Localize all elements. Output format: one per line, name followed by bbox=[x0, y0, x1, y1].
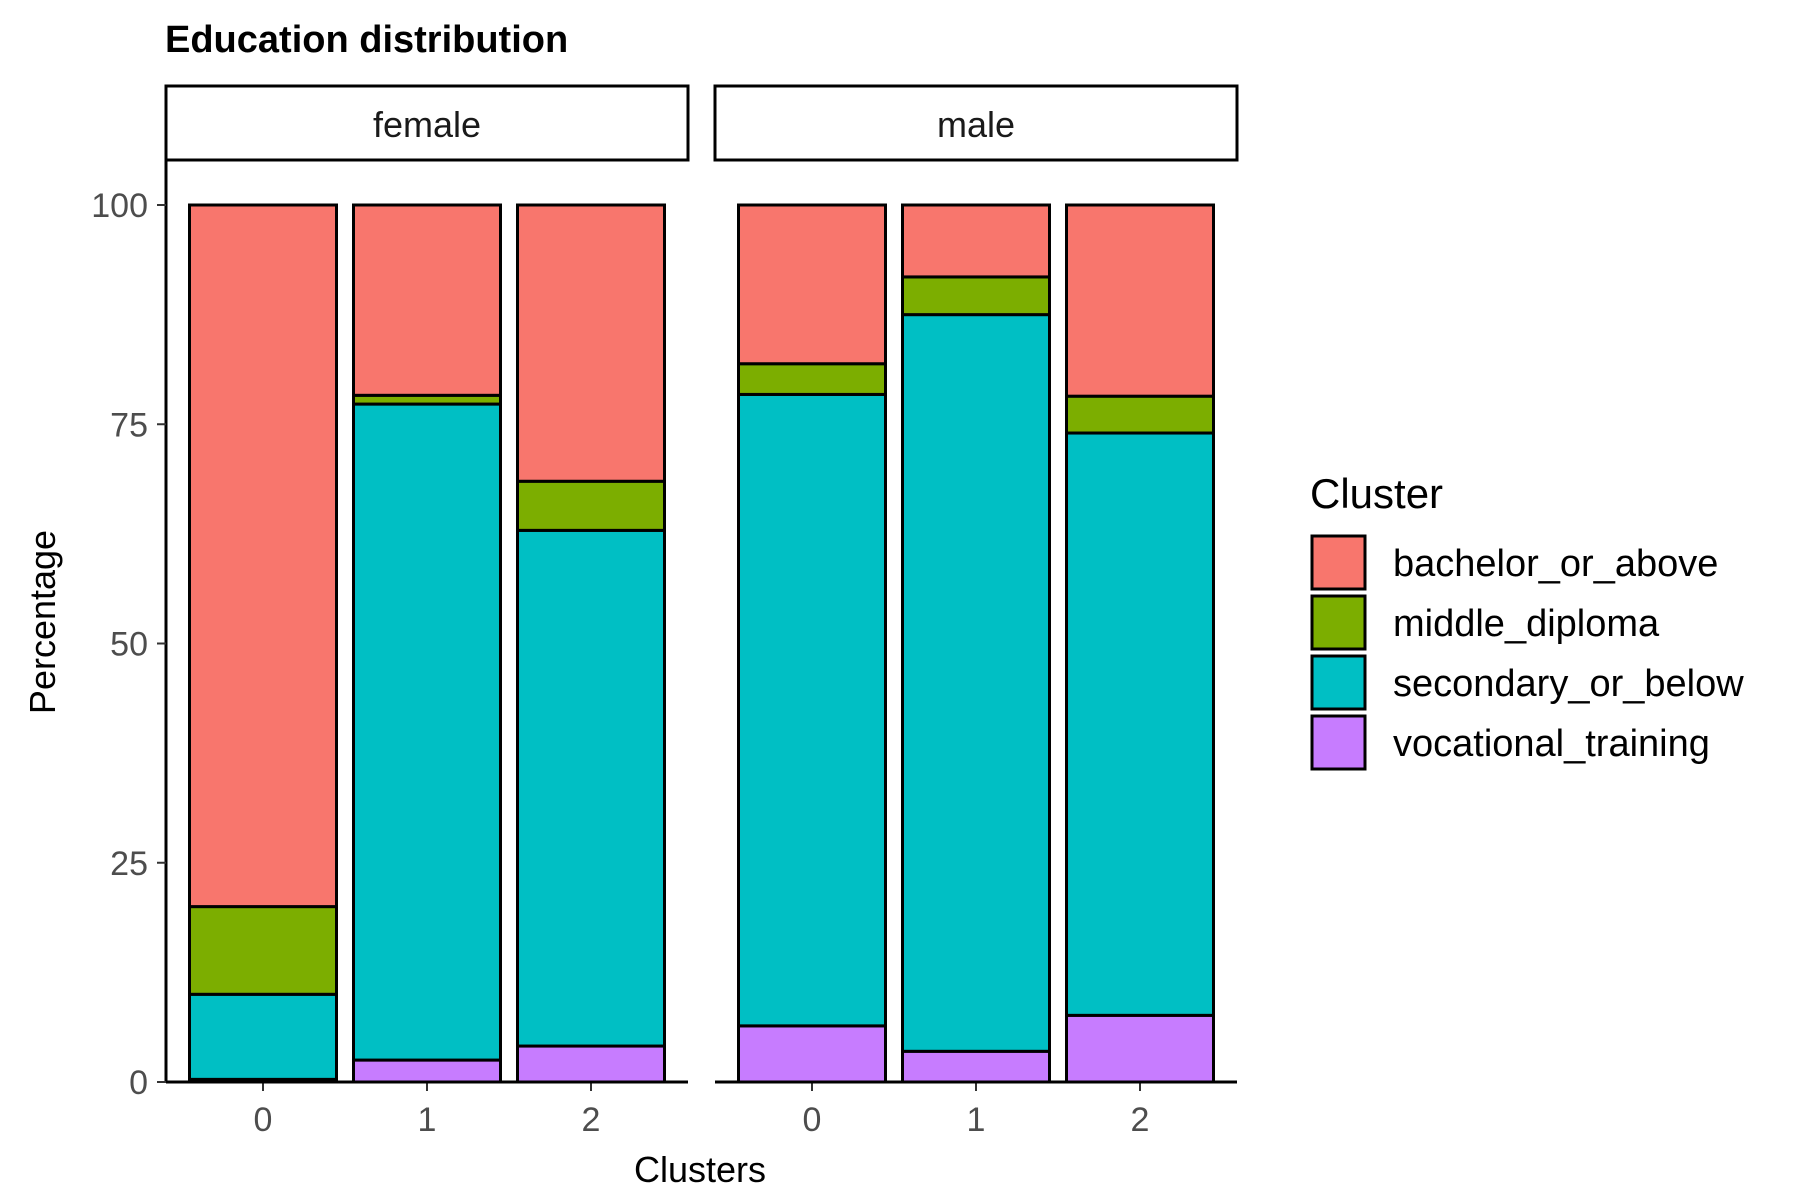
legend-key bbox=[1310, 654, 1367, 711]
legend-key bbox=[1310, 714, 1367, 771]
legend-key bbox=[1310, 594, 1367, 651]
bar-bachelor_or_above bbox=[737, 203, 887, 366]
bar-bachelor_or_above bbox=[1065, 203, 1215, 398]
bar-middle_diploma bbox=[901, 275, 1051, 317]
x-axis-title: Clusters bbox=[634, 1149, 766, 1190]
bar-bachelor_or_above bbox=[516, 203, 666, 483]
bar-secondary_or_below bbox=[901, 313, 1051, 1053]
strip-label: female bbox=[373, 104, 481, 145]
legend-key bbox=[1310, 534, 1367, 591]
y-tick-label: 100 bbox=[91, 187, 148, 225]
bar-secondary_or_below bbox=[516, 528, 666, 1048]
bar-vocational_training bbox=[1065, 1013, 1215, 1084]
strip-male bbox=[713, 84, 1239, 162]
legend-item-secondary_or_below: secondary_or_below bbox=[1310, 654, 1744, 711]
bar-vocational_training bbox=[352, 1058, 502, 1084]
bar-middle_diploma bbox=[1065, 394, 1215, 435]
legend: Cluster bachelor_or_above middle_diplomas… bbox=[1310, 470, 1744, 771]
bar-vocational_training bbox=[516, 1044, 666, 1084]
x-tick-label: 0 bbox=[254, 1101, 273, 1139]
bar-vocational_training bbox=[901, 1049, 1051, 1084]
legend-label: bachelor_or_above bbox=[1393, 543, 1718, 585]
x-tick-label: 0 bbox=[803, 1101, 822, 1139]
chart-title: Education distribution bbox=[165, 19, 568, 61]
strip-female bbox=[164, 84, 690, 162]
x-tick-label: 1 bbox=[418, 1101, 437, 1139]
facet-female: female 0 1 2 0 25 50 75 100 bbox=[91, 84, 690, 1139]
strip-label: male bbox=[937, 104, 1015, 145]
bar-vocational_training bbox=[737, 1024, 887, 1084]
y-tick-label: 25 bbox=[110, 845, 148, 883]
bar-secondary_or_below bbox=[188, 992, 338, 1081]
y-tick-label: 50 bbox=[110, 626, 148, 664]
facet-panels: female 0 1 2 0 25 50 75 100 male 0 1 2 bbox=[91, 84, 1239, 1139]
legend-label: secondary_or_below bbox=[1393, 663, 1744, 705]
bar-bachelor_or_above bbox=[901, 203, 1051, 279]
bar-secondary_or_below bbox=[737, 392, 887, 1028]
y-tick-label: 0 bbox=[129, 1064, 148, 1102]
x-tick-label: 2 bbox=[582, 1101, 601, 1139]
bar-middle_diploma bbox=[737, 362, 887, 396]
y-axis-title: Percentage bbox=[22, 530, 63, 714]
legend-item-middle_diploma: middle_diploma bbox=[1310, 594, 1660, 651]
bar-bachelor_or_above bbox=[188, 203, 338, 909]
bar-bachelor_or_above bbox=[352, 203, 502, 397]
x-tick-label: 2 bbox=[1131, 1101, 1150, 1139]
legend-item-bachelor_or_above: bachelor_or_above bbox=[1310, 534, 1718, 591]
legend-item-vocational_training: vocational_training bbox=[1310, 714, 1710, 771]
bar-middle_diploma bbox=[516, 479, 666, 532]
legend-title: Cluster bbox=[1310, 470, 1443, 517]
bar-secondary_or_below bbox=[352, 402, 502, 1062]
bar-secondary_or_below bbox=[1065, 431, 1215, 1017]
legend-label: vocational_training bbox=[1393, 723, 1710, 765]
bar-middle_diploma bbox=[188, 905, 338, 996]
facet-male: male 0 1 2 bbox=[713, 84, 1239, 1139]
x-tick-label: 1 bbox=[967, 1101, 986, 1139]
legend-label: middle_diploma bbox=[1393, 603, 1660, 645]
y-tick-label: 75 bbox=[110, 406, 148, 444]
